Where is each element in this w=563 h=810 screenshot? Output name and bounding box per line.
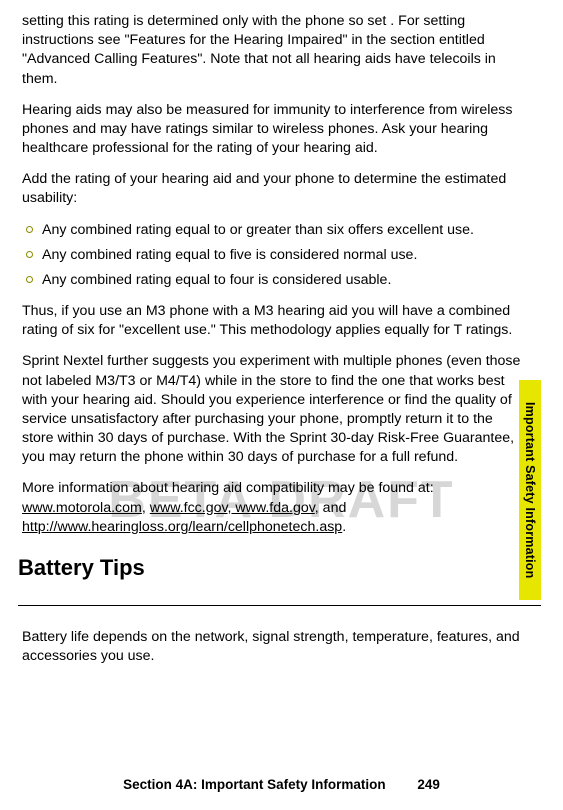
link-text: http://www.hearingloss.org/learn/cellpho…	[22, 519, 342, 535]
bullet-list: Any combined rating equal to or greater …	[22, 221, 521, 291]
page-body: setting this rating is determined only w…	[0, 0, 563, 666]
text: ,	[142, 500, 150, 516]
link-text: www.fcc.gov, www.fda.gov	[150, 500, 315, 516]
footer-text: Section 4A: Important Safety Information	[123, 777, 386, 792]
paragraph: Battery life depends on the network, sig…	[22, 628, 521, 666]
paragraph-links: More information about hearing aid compa…	[22, 479, 521, 537]
list-item: Any combined rating equal to or greater …	[22, 221, 521, 240]
paragraph: Thus, if you use an M3 phone with a M3 h…	[22, 302, 521, 340]
link-text: www.motorola.com	[22, 500, 142, 516]
heading-rule	[18, 603, 541, 606]
list-item: Any combined rating equal to five is con…	[22, 246, 521, 265]
text: .	[342, 519, 346, 535]
page-footer: Section 4A: Important Safety Information…	[0, 777, 563, 792]
heading-text: Battery Tips	[18, 555, 145, 580]
paragraph: Add the rating of your hearing aid and y…	[22, 170, 521, 208]
section-heading: Battery Tips	[18, 555, 521, 581]
paragraph: Hearing aids may also be measured for im…	[22, 101, 521, 159]
list-item: Any combined rating equal to four is con…	[22, 271, 521, 290]
paragraph: setting this rating is determined only w…	[22, 12, 521, 89]
text: , and	[315, 500, 347, 516]
text: More information about hearing aid compa…	[22, 480, 434, 496]
page-number: 249	[417, 777, 440, 792]
side-tab-label: Important Safety Information	[523, 402, 537, 578]
side-tab: Important Safety Information	[519, 380, 541, 600]
paragraph: Sprint Nextel further suggests you exper…	[22, 352, 521, 467]
